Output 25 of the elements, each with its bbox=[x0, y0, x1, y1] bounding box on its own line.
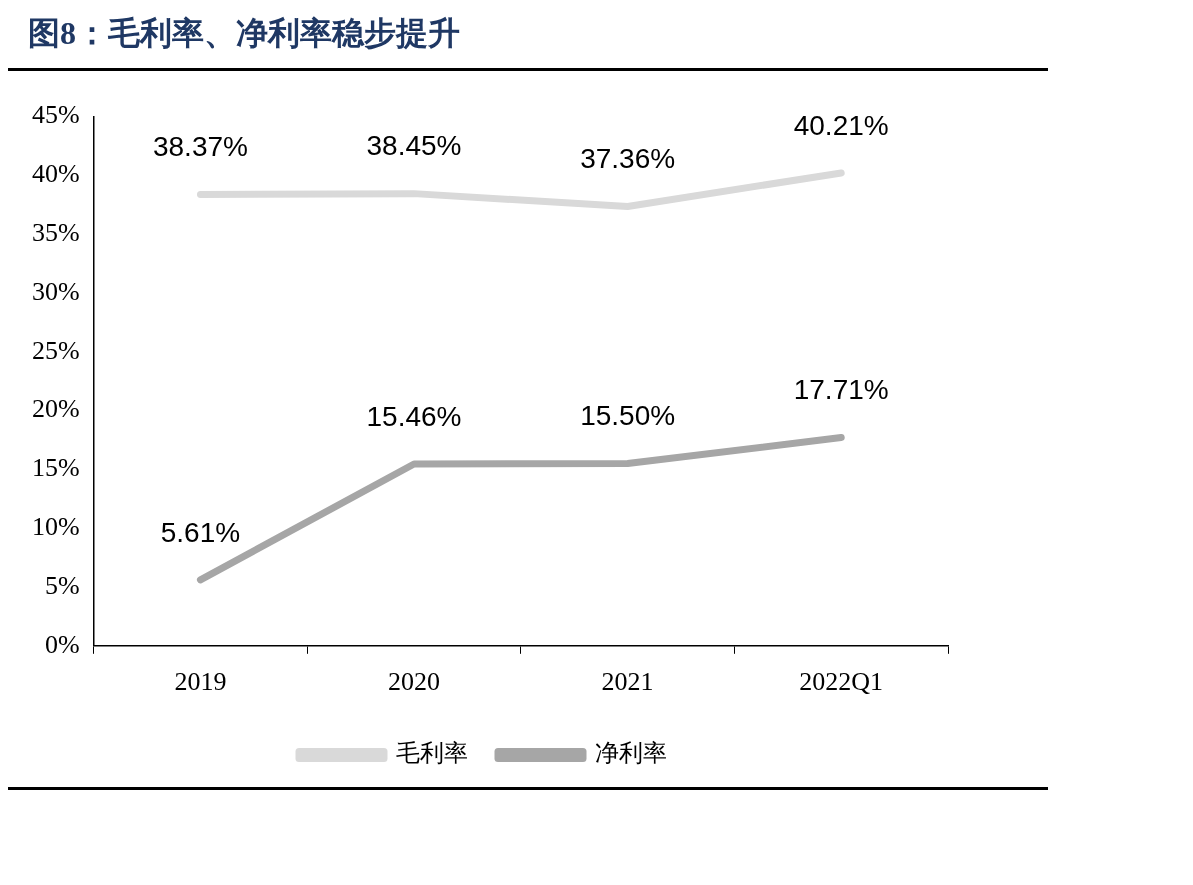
y-tick-label: 0% bbox=[44, 629, 80, 659]
y-tick-label: 5% bbox=[44, 570, 80, 600]
x-tick-label: 2020 bbox=[388, 667, 441, 697]
data-label: 15.50% bbox=[580, 400, 676, 432]
x-tick-label: 2021 bbox=[601, 667, 654, 697]
y-tick-label: 35% bbox=[31, 218, 80, 248]
data-label: 17.71% bbox=[793, 374, 889, 406]
data-label: 15.46% bbox=[366, 400, 462, 432]
y-tick-label: 25% bbox=[31, 335, 80, 365]
x-tick-label: 2019 bbox=[174, 667, 227, 697]
data-label: 38.37% bbox=[152, 131, 248, 163]
legend-label: 毛利率 bbox=[396, 740, 468, 767]
y-tick-label: 45% bbox=[31, 100, 80, 130]
y-tick-label: 15% bbox=[31, 453, 80, 483]
data-label: 37.36% bbox=[580, 143, 676, 175]
data-label: 40.21% bbox=[793, 109, 889, 141]
x-tick-label: 2022Q1 bbox=[799, 667, 884, 697]
chart-title: 图8：毛利率、净利率稳步提升 bbox=[27, 14, 461, 53]
data-label: 5.61% bbox=[160, 516, 241, 548]
data-label: 38.45% bbox=[366, 130, 462, 162]
y-tick-label: 40% bbox=[31, 159, 80, 189]
y-tick-label: 30% bbox=[31, 276, 80, 306]
y-tick-label: 10% bbox=[31, 512, 80, 542]
y-tick-label: 20% bbox=[31, 394, 80, 424]
legend-label: 净利率 bbox=[595, 740, 667, 767]
